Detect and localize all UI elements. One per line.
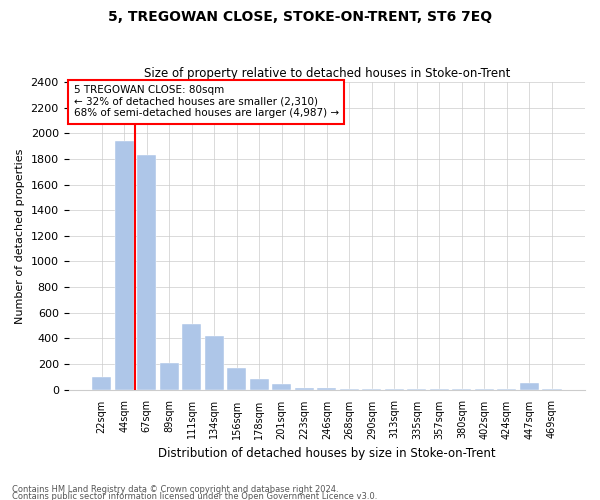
Bar	[362, 389, 382, 390]
Text: 5, TREGOWAN CLOSE, STOKE-ON-TRENT, ST6 7EQ: 5, TREGOWAN CLOSE, STOKE-ON-TRENT, ST6 7…	[108, 10, 492, 24]
Y-axis label: Number of detached properties: Number of detached properties	[15, 148, 25, 324]
Text: Contains public sector information licensed under the Open Government Licence v3: Contains public sector information licen…	[12, 492, 377, 500]
Text: 5 TREGOWAN CLOSE: 80sqm
← 32% of detached houses are smaller (2,310)
68% of semi: 5 TREGOWAN CLOSE: 80sqm ← 32% of detache…	[74, 85, 339, 118]
Bar	[542, 389, 562, 390]
Bar	[160, 362, 179, 390]
Text: Contains HM Land Registry data © Crown copyright and database right 2024.: Contains HM Land Registry data © Crown c…	[12, 486, 338, 494]
Bar	[385, 389, 404, 390]
Bar	[272, 384, 291, 390]
Bar	[137, 155, 156, 390]
Bar	[115, 141, 134, 390]
Bar	[182, 324, 201, 390]
X-axis label: Distribution of detached houses by size in Stoke-on-Trent: Distribution of detached houses by size …	[158, 447, 496, 460]
Bar	[475, 389, 494, 390]
Title: Size of property relative to detached houses in Stoke-on-Trent: Size of property relative to detached ho…	[143, 66, 510, 80]
Bar	[92, 377, 111, 390]
Bar	[407, 389, 427, 390]
Bar	[317, 388, 337, 390]
Bar	[430, 389, 449, 390]
Bar	[250, 380, 269, 390]
Bar	[520, 383, 539, 390]
Bar	[227, 368, 246, 390]
Bar	[340, 389, 359, 390]
Bar	[205, 336, 224, 390]
Bar	[497, 389, 517, 390]
Bar	[295, 388, 314, 390]
Bar	[452, 389, 472, 390]
